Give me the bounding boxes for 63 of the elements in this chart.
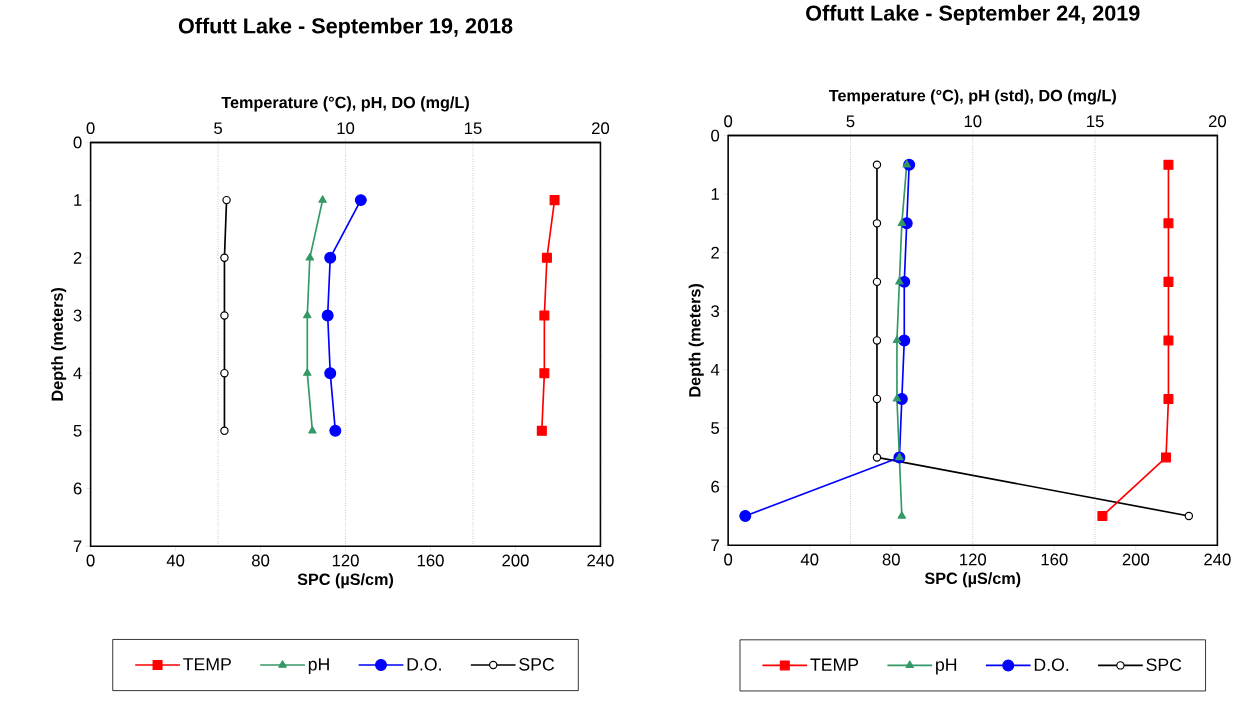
y-tick-label: 2	[711, 246, 719, 259]
x2-tick-label: 10	[337, 122, 355, 134]
point	[872, 336, 882, 345]
y-tick-label: 1	[711, 188, 719, 200]
x-tick-label: 120	[332, 554, 359, 567]
point	[872, 394, 882, 404]
x2-tick-label: 15	[464, 122, 482, 134]
chart-title: Offutt Lake - September 24, 2019	[806, 4, 1140, 25]
x-tick-label: 120	[960, 553, 987, 566]
y-tick-label: 6	[73, 482, 82, 495]
point	[872, 160, 882, 169]
y-tick-label: 7	[711, 539, 719, 551]
y-axis-title: Depth (meters)	[688, 283, 704, 397]
y-tick-label: 6	[711, 480, 720, 493]
x-tick-label: 0	[86, 554, 95, 567]
legend-label: TEMP	[183, 658, 231, 671]
x-tick-label: 0	[724, 553, 733, 566]
x-tick-label: 80	[882, 553, 900, 566]
point	[872, 219, 882, 228]
x2-tick-label: 0	[86, 122, 95, 134]
y-tick-label: 0	[73, 136, 82, 149]
x-tick-label: 240	[587, 554, 614, 567]
point	[872, 453, 882, 462]
x2-tick-label: 10	[964, 115, 982, 128]
y-tick-label: 5	[73, 424, 82, 437]
x2-axis-title: Temperature (°C), pH, DO (mg/L)	[221, 96, 469, 112]
x2-tick-label: 0	[724, 115, 733, 128]
legend-label: D.O.	[407, 658, 441, 671]
x-axis-title: SPC (µS/cm)	[297, 573, 394, 589]
x-axis-title: SPC (µS/cm)	[924, 572, 1021, 588]
x-tick-label: 200	[1122, 553, 1150, 566]
x-tick-label: 240	[1204, 553, 1231, 566]
y-tick-label: 3	[711, 305, 720, 317]
legend-label: SPC	[519, 658, 555, 671]
chart-title: Offutt Lake - September 19, 2018	[178, 17, 513, 38]
x2-tick-label: 5	[846, 115, 855, 128]
x2-tick-label: 15	[1087, 115, 1104, 128]
legend-label: TEMP	[810, 658, 859, 671]
x2-axis-title: Temperature (°C), pH (std), DO (mg/L)	[828, 89, 1116, 105]
legend-label: pH	[936, 658, 957, 675]
y-tick-label: 4	[73, 367, 82, 379]
legend-label: SPC	[1146, 658, 1182, 671]
point	[872, 277, 882, 286]
x-tick-label: 160	[417, 554, 444, 567]
x2-tick-label: 5	[214, 122, 223, 134]
point	[1184, 511, 1194, 521]
x2-tick-label: 20	[592, 122, 610, 134]
x-tick-label: 160	[1041, 553, 1068, 566]
y-axis-title: Depth (meters)	[51, 287, 67, 401]
x-tick-label: 80	[251, 554, 270, 567]
y-tick-label: 5	[711, 422, 720, 434]
y-tick-label: 4	[710, 363, 720, 376]
x-tick-label: 40	[800, 553, 819, 566]
x2-tick-label: 20	[1208, 115, 1227, 128]
y-tick-label: 1	[74, 194, 82, 206]
x-tick-label: 200	[502, 554, 529, 567]
y-tick-label: 0	[711, 129, 720, 142]
y-tick-label: 2	[73, 251, 82, 264]
legend-label: pH	[308, 658, 329, 674]
x-tick-label: 40	[166, 554, 185, 567]
legend-label: D.O.	[1034, 658, 1069, 671]
y-tick-label: 3	[73, 309, 82, 322]
y-tick-label: 7	[73, 540, 82, 552]
